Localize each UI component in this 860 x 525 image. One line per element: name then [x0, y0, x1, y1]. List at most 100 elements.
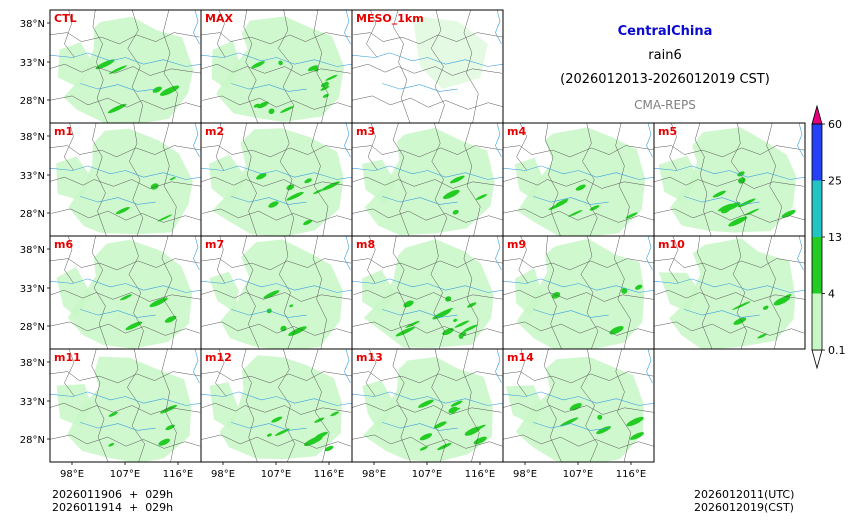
moderate-rain-cell — [280, 106, 294, 113]
moderate-rain-cell — [278, 60, 283, 66]
lat-tick-label: 28°N — [20, 322, 45, 333]
light-rain-area — [412, 15, 488, 90]
moderate-rain-cell — [630, 432, 644, 440]
moderate-rain-cell — [625, 212, 638, 219]
lon-tick-label: 107°E — [110, 469, 140, 480]
river-line — [201, 165, 352, 180]
panel-content — [201, 123, 352, 236]
province-boundary — [516, 349, 528, 397]
light-rain-area — [56, 384, 92, 427]
colorbar-segment — [812, 237, 822, 294]
moderate-rain-cell — [165, 424, 175, 431]
river-line — [352, 278, 503, 293]
lon-tick-label: 116°E — [616, 469, 646, 480]
moderate-rain-cell — [419, 446, 428, 451]
river-line — [50, 391, 201, 406]
lat-tick-label: 38°N — [20, 245, 45, 256]
panel-content — [201, 236, 352, 349]
panel-label: m11 — [54, 351, 81, 364]
valid-time-utc: 2026012011(UTC) — [694, 488, 795, 501]
colorbar-segment — [812, 293, 822, 350]
province-boundary — [516, 123, 528, 171]
light-rain-area — [670, 127, 797, 233]
moderate-rain-cell — [286, 191, 304, 201]
province-boundary — [161, 236, 177, 349]
moderate-rain-cell — [450, 407, 461, 413]
province-boundary — [367, 236, 376, 284]
light-rain-area — [514, 157, 543, 200]
map-panel: m1 38°N 33°N 28°N — [20, 122, 202, 237]
moderate-rain-cell — [452, 209, 459, 215]
colorbar-tick-label: 25 — [828, 175, 842, 188]
province-boundary — [201, 289, 352, 302]
province-boundary — [352, 208, 503, 223]
moderate-rain-cell — [107, 103, 127, 114]
province-boundary — [353, 371, 503, 384]
moderate-rain-cell — [442, 328, 454, 336]
moderate-rain-cell — [635, 284, 643, 290]
river-line — [797, 123, 804, 158]
moderate-rain-cell — [164, 315, 177, 323]
colorbar-over-triangle — [811, 104, 823, 125]
river-line — [201, 278, 352, 293]
province-boundary — [64, 236, 75, 284]
panel-label: m13 — [356, 351, 383, 364]
province-boundary — [654, 176, 804, 189]
map-panel: m5 — [653, 122, 806, 237]
province-boundary — [50, 145, 201, 158]
light-rain-area — [211, 40, 241, 90]
moderate-rain-cell — [158, 438, 171, 446]
province-boundary — [201, 371, 352, 384]
province-boundary — [201, 63, 351, 76]
light-rain-area — [658, 272, 700, 312]
map-panel: MESO_1km — [351, 9, 504, 124]
province-boundary — [503, 208, 654, 223]
province-boundary — [615, 123, 630, 236]
province-boundary — [544, 123, 561, 236]
moderate-rain-cell — [288, 326, 307, 336]
moderate-rain-cell — [169, 176, 176, 181]
lon-tick-label: 98°E — [362, 469, 386, 480]
panel-label: m3 — [356, 125, 375, 138]
province-boundary — [352, 145, 503, 158]
colorbar-tick-label: 0.1 — [828, 344, 846, 357]
valid-time-cst: 2026012019(CST) — [694, 501, 794, 514]
river-line — [231, 83, 307, 92]
province-boundary — [311, 123, 329, 236]
colorbar-tick-label: 60 — [828, 118, 842, 131]
province-boundary — [545, 236, 562, 349]
moderate-rain-cell — [324, 445, 334, 452]
province-boundary — [462, 349, 480, 462]
river-line — [533, 309, 609, 318]
system-title: CMA-REPS — [634, 98, 696, 112]
province-boundary — [655, 289, 805, 302]
province-boundary — [92, 10, 108, 123]
light-rain-area — [364, 127, 495, 236]
moderate-rain-cell — [314, 431, 328, 439]
light-rain-area — [658, 155, 699, 202]
moderate-rain-cell — [325, 74, 338, 81]
moderate-rain-cell — [274, 428, 290, 436]
moderate-rain-cell — [304, 178, 312, 184]
colorbar-tick-label: 4 — [828, 288, 835, 301]
panel-label: m5 — [658, 125, 677, 138]
moderate-rain-cell — [597, 414, 603, 420]
province-boundary — [613, 236, 631, 349]
moderate-rain-cell — [303, 219, 313, 226]
province-boundary — [732, 236, 747, 349]
river-line — [684, 196, 760, 205]
province-boundary — [216, 10, 226, 58]
river-line — [352, 165, 503, 180]
province-boundary — [51, 208, 201, 223]
province-boundary — [215, 123, 225, 171]
map-panel: m14 — [502, 348, 655, 463]
province-boundary — [392, 349, 411, 462]
map-panel: m7 — [200, 235, 353, 350]
province-boundary — [215, 349, 227, 397]
river-line — [193, 349, 200, 384]
river-line — [50, 278, 201, 293]
panel-label: m7 — [205, 238, 224, 251]
moderate-rain-cell — [263, 290, 280, 299]
river-line — [382, 309, 458, 318]
light-rain-area — [362, 380, 396, 432]
